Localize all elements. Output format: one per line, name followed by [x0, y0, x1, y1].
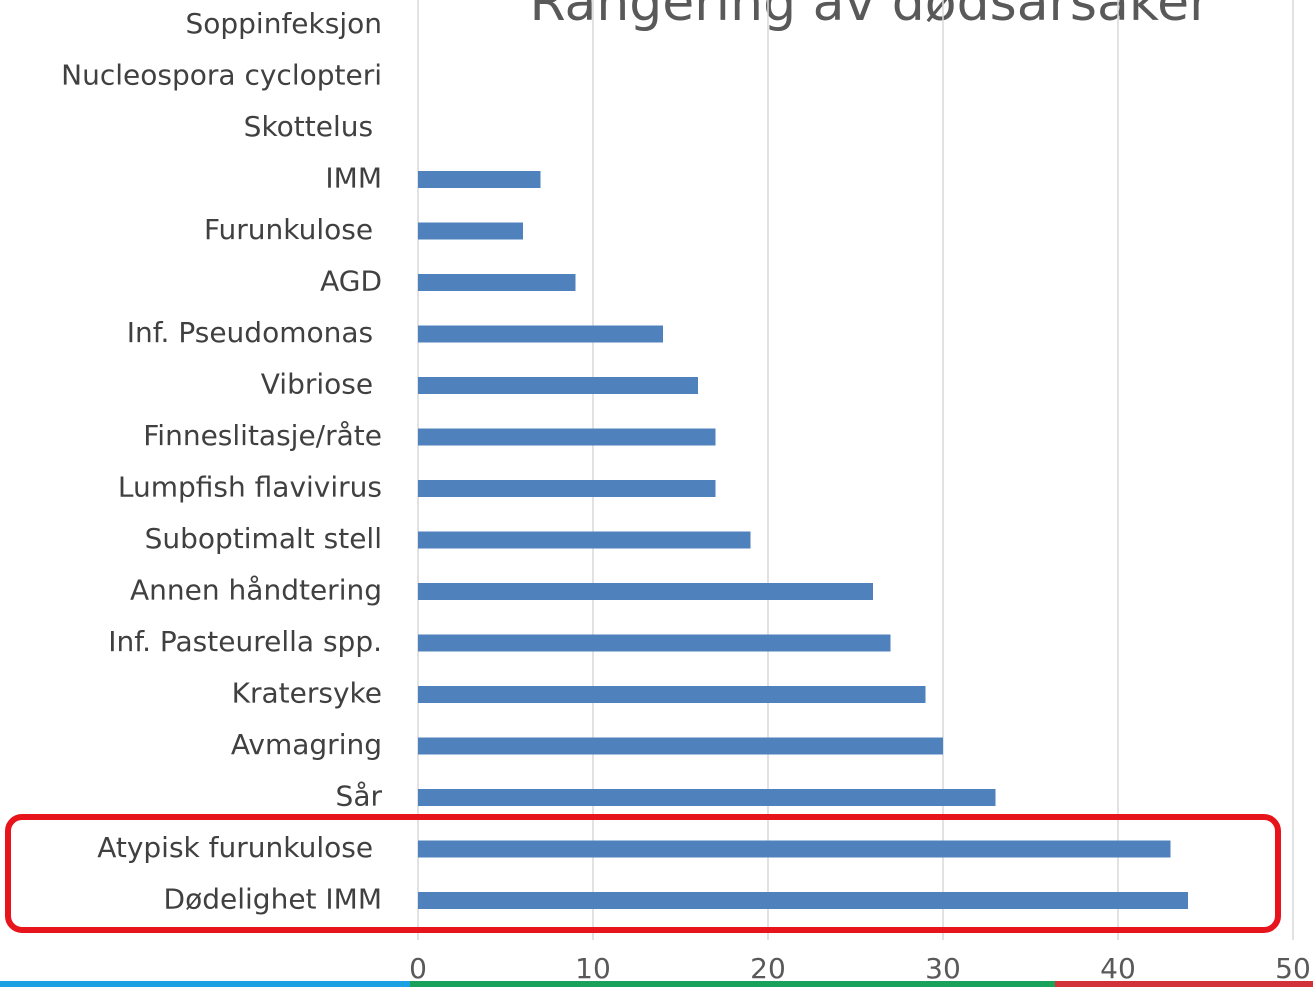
bar — [418, 377, 698, 394]
x-tick-label: 10 — [575, 952, 611, 985]
y-tick-label: Nucleospora cyclopteri — [61, 59, 382, 92]
y-tick-label: Lumpfish flavivirus — [118, 471, 382, 504]
bar — [418, 325, 663, 343]
y-tick-label: Inf. Pseudomonas — [127, 316, 382, 349]
y-tick-label: Soppinfeksjon — [185, 7, 382, 40]
highlight-box — [5, 814, 1281, 933]
y-tick-label: Finneslitasje/råte — [143, 419, 382, 452]
y-tick-label: Atypisk furunkulose — [97, 831, 382, 864]
y-tick-label: Vibriose — [261, 368, 382, 401]
y-tick-label: Sår — [336, 780, 383, 813]
x-tick-label: 20 — [750, 952, 786, 985]
bar — [418, 686, 926, 703]
y-tick-label: Furunkulose — [204, 213, 382, 246]
bar — [418, 840, 1171, 858]
bar — [418, 583, 873, 600]
stripe — [410, 981, 1055, 987]
bar — [418, 892, 1188, 909]
bar — [418, 428, 716, 446]
bar — [418, 222, 523, 240]
y-tick-label: Suboptimalt stell — [145, 522, 382, 555]
x-tick-label: 50 — [1275, 952, 1311, 985]
chart-title: Rangering av dødsårsaker — [529, 0, 1211, 33]
x-tick-label: 30 — [925, 952, 961, 985]
plot-area: 0 10 20 30 40 50 Soppinfeksjon Nucleospora cycl… — [61, 0, 1311, 985]
x-tick-label: 0 — [409, 952, 427, 985]
stripe — [0, 981, 410, 987]
y-tick-label: Inf. Pasteurella spp. — [108, 625, 382, 658]
y-tick-label: AGD — [320, 265, 382, 298]
y-tick-label: Annen håndtering — [130, 574, 382, 607]
y-tick-label: Skottelus — [244, 110, 382, 143]
x-tick-label: 40 — [1100, 952, 1136, 985]
y-tick-label: IMM — [325, 162, 382, 195]
bar — [418, 789, 996, 806]
bar — [418, 480, 716, 497]
y-tick-label: Dødelighet IMM — [164, 883, 382, 916]
y-tick-label: Kratersyke — [232, 677, 382, 710]
stripe — [1055, 981, 1313, 987]
bar — [418, 531, 751, 549]
y-tick-label: Avmagring — [231, 728, 382, 761]
bar — [418, 171, 541, 188]
bar — [418, 274, 576, 291]
bar — [418, 634, 891, 652]
bar — [418, 737, 943, 755]
